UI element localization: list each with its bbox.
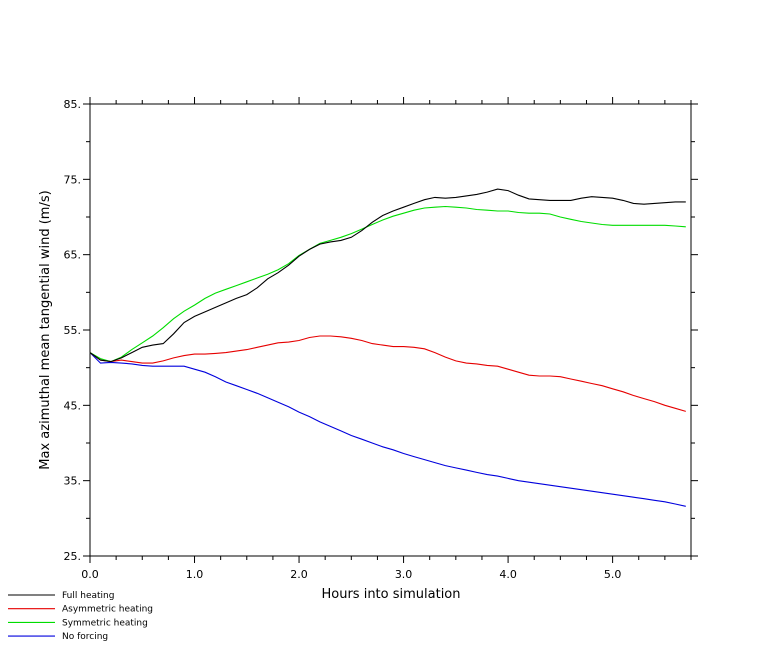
legend: Full heating Asymmetric heating Symmetric … <box>8 591 153 642</box>
y-tick-label: 35. <box>64 475 82 488</box>
x-tick-labels: 0.0 1.0 2.0 3.0 4.0 5.0 <box>81 568 621 581</box>
series-line-symmetric-heating <box>89 205 686 363</box>
major-ticks <box>83 97 698 563</box>
legend-label-full-heating: Full heating <box>62 591 114 601</box>
y-tick-label: 55. <box>64 324 82 337</box>
y-axis-label: Max azimuthal mean tangential wind (m/s) <box>38 190 53 469</box>
y-tick-labels: 25. 35. 45. 55. 65. 75. 85. <box>64 98 82 563</box>
y-tick-label: 85. <box>64 98 82 111</box>
x-tick-label: 1.0 <box>186 568 204 581</box>
x-tick-label: 3.0 <box>395 568 413 581</box>
series-line-asymmetric-heating <box>89 335 686 412</box>
x-tick-label: 2.0 <box>290 568 308 581</box>
legend-label-asymmetric-heating: Asymmetric heating <box>62 605 153 615</box>
y-tick-label: 65. <box>64 249 82 262</box>
x-tick-label: 0.0 <box>81 568 99 581</box>
y-tick-label: 45. <box>64 399 82 412</box>
series-lines <box>89 188 686 507</box>
minor-ticks <box>86 100 695 560</box>
y-tick-label: 75. <box>64 173 82 186</box>
legend-label-symmetric-heating: Symmetric heating <box>62 618 148 628</box>
series-line-no-forcing <box>89 352 686 507</box>
x-axis-label: Hours into simulation <box>321 587 460 602</box>
y-tick-label: 25. <box>64 550 82 563</box>
x-tick-label: 4.0 <box>499 568 517 581</box>
legend-label-no-forcing: No forcing <box>62 632 108 642</box>
series-line-full-heating <box>89 188 686 363</box>
plot-frame <box>89 103 692 557</box>
x-tick-label: 5.0 <box>604 568 622 581</box>
